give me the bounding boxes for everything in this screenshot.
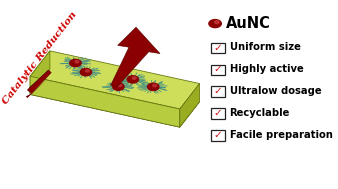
Polygon shape bbox=[30, 51, 50, 94]
Circle shape bbox=[80, 68, 92, 76]
Text: ✓: ✓ bbox=[214, 130, 222, 140]
Text: Recyclable: Recyclable bbox=[230, 108, 290, 118]
Polygon shape bbox=[30, 76, 180, 127]
Polygon shape bbox=[29, 70, 48, 92]
Text: ✓: ✓ bbox=[214, 64, 222, 74]
Polygon shape bbox=[27, 70, 51, 94]
Polygon shape bbox=[26, 78, 48, 98]
Circle shape bbox=[118, 84, 122, 87]
Text: Catalytic Reduction: Catalytic Reduction bbox=[1, 10, 79, 106]
Circle shape bbox=[75, 60, 79, 63]
Text: Ultralow dosage: Ultralow dosage bbox=[230, 86, 321, 96]
Circle shape bbox=[153, 84, 156, 87]
FancyBboxPatch shape bbox=[211, 130, 225, 141]
Text: Uniform size: Uniform size bbox=[230, 42, 300, 52]
Text: ✓: ✓ bbox=[214, 43, 222, 53]
FancyBboxPatch shape bbox=[211, 108, 225, 119]
FancyBboxPatch shape bbox=[211, 43, 225, 53]
Polygon shape bbox=[180, 84, 199, 127]
Text: AuNC: AuNC bbox=[226, 16, 271, 31]
Circle shape bbox=[215, 21, 219, 24]
Text: Highly active: Highly active bbox=[230, 64, 303, 74]
Polygon shape bbox=[30, 51, 199, 109]
Polygon shape bbox=[30, 69, 199, 127]
Circle shape bbox=[127, 76, 139, 83]
Circle shape bbox=[148, 83, 159, 91]
FancyBboxPatch shape bbox=[211, 65, 225, 75]
Polygon shape bbox=[111, 27, 160, 86]
Circle shape bbox=[113, 83, 124, 90]
Circle shape bbox=[70, 59, 81, 67]
Circle shape bbox=[85, 70, 89, 72]
Text: ✓: ✓ bbox=[214, 108, 222, 118]
FancyBboxPatch shape bbox=[211, 87, 225, 97]
Text: Facile preparation: Facile preparation bbox=[230, 130, 332, 140]
Text: ✓: ✓ bbox=[214, 86, 222, 96]
Circle shape bbox=[132, 77, 136, 79]
Circle shape bbox=[209, 20, 221, 28]
